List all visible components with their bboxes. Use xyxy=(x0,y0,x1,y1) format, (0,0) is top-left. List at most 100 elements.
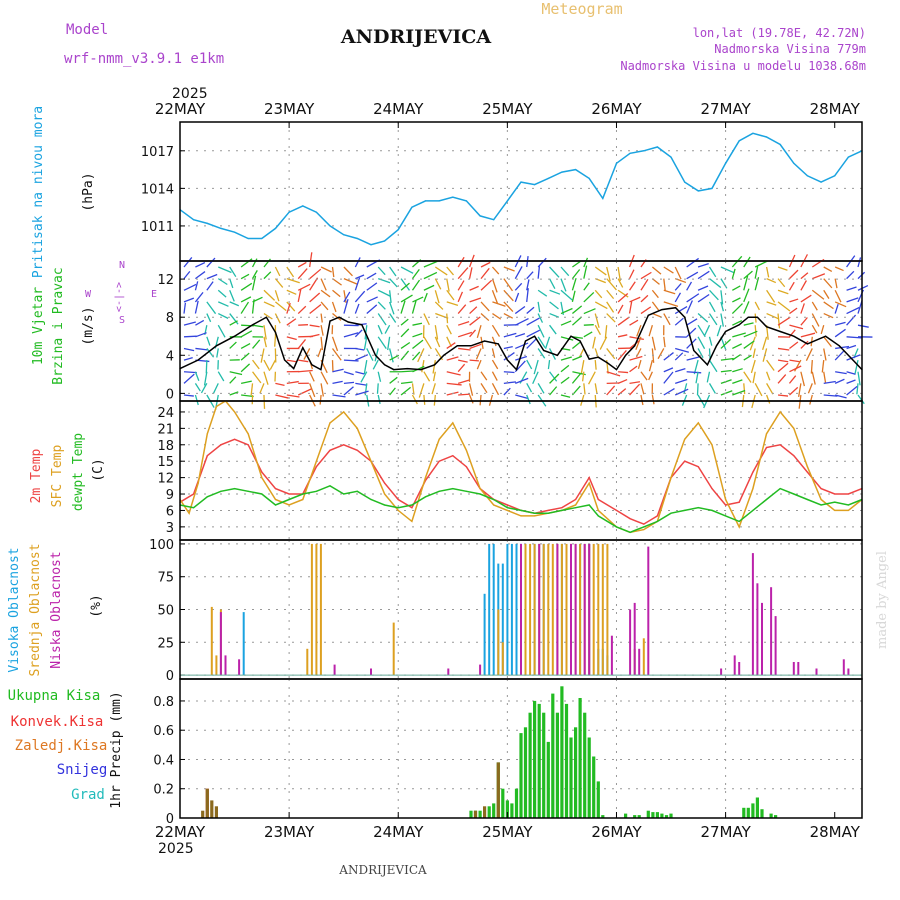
wind-arrow xyxy=(479,394,482,406)
wind-arrow xyxy=(720,357,734,361)
wind-label-2: Brzina i Pravac xyxy=(51,267,66,384)
data-point xyxy=(847,156,850,158)
data-point xyxy=(420,369,422,371)
wind-arrow xyxy=(183,335,197,338)
meteogram-label: Meteogram xyxy=(541,0,622,18)
wind-arrow xyxy=(229,341,237,349)
wind-arrow xyxy=(343,299,349,314)
bar xyxy=(242,612,245,675)
data-point xyxy=(847,493,850,495)
wind-arrow xyxy=(777,301,791,312)
wind-arrow xyxy=(366,282,378,291)
wind-arrow xyxy=(377,324,383,335)
data-point xyxy=(193,219,195,221)
data-point xyxy=(234,335,236,337)
wind-arrow xyxy=(263,258,271,268)
data-point xyxy=(725,330,727,333)
wind-arrow xyxy=(731,303,743,315)
wind-arrow xyxy=(309,277,319,291)
bar xyxy=(496,762,500,818)
wind-arrow xyxy=(708,383,716,394)
data-point xyxy=(834,175,836,177)
wind-arrow xyxy=(617,289,629,298)
data-point xyxy=(234,488,236,490)
wind-arrow xyxy=(731,353,742,361)
wind-arrow xyxy=(811,289,825,300)
wind-arrow xyxy=(618,371,629,374)
wind-arrow xyxy=(526,359,533,370)
data-point xyxy=(302,205,304,207)
wind-arrow xyxy=(434,266,448,276)
wind-arrow xyxy=(309,252,313,268)
wind-arrow xyxy=(777,278,786,288)
wind-arrow xyxy=(629,381,641,385)
wind-arrow xyxy=(766,278,777,284)
wind-arrow xyxy=(274,313,281,324)
wind-arrow xyxy=(374,348,379,362)
bar xyxy=(646,810,650,818)
wind-arrow xyxy=(648,371,653,381)
wind-arrow xyxy=(389,301,395,315)
wind-arrow xyxy=(810,360,813,374)
wind-arrow xyxy=(544,336,551,349)
wind-arrow xyxy=(629,340,640,349)
bar xyxy=(638,648,641,675)
wind-arrow xyxy=(657,348,665,360)
wind-arrow xyxy=(766,383,774,395)
wind-arrow xyxy=(789,298,799,303)
wind-arrow xyxy=(240,282,253,291)
wind-arrow xyxy=(846,314,857,326)
wind-arrow xyxy=(240,363,251,373)
wind-arrow xyxy=(240,352,250,361)
wind-arrow xyxy=(821,360,825,373)
wind-arrow xyxy=(547,360,551,370)
data-point xyxy=(670,156,672,158)
pressure-label: Pritisak na nivou mora xyxy=(31,106,46,278)
wind-arrow xyxy=(400,318,409,326)
bar xyxy=(564,703,569,818)
wind-arrow xyxy=(674,292,682,303)
wind-arrow xyxy=(834,321,846,326)
data-point xyxy=(779,444,781,446)
wind-arrow xyxy=(435,312,449,319)
bar xyxy=(492,543,495,675)
bar xyxy=(523,727,528,818)
data-point xyxy=(247,490,249,492)
data-point xyxy=(779,411,781,413)
wind-arrow xyxy=(183,371,197,374)
wind-arrow xyxy=(286,359,297,363)
wind-arrow xyxy=(640,278,649,291)
wind-arrow xyxy=(560,336,574,341)
wind-arrow xyxy=(332,313,342,321)
y-tick-label: 25 xyxy=(157,636,174,651)
wind-arrow xyxy=(697,336,706,349)
wind-arrow xyxy=(469,306,478,315)
bar xyxy=(629,609,632,676)
wind-arrow xyxy=(297,283,311,291)
data-point xyxy=(752,488,754,490)
data-point xyxy=(547,177,549,179)
wind-panel: 0 4 8 12 xyxy=(157,252,873,410)
wind-arrow xyxy=(412,339,424,349)
wind-arrow xyxy=(640,271,652,280)
data-point xyxy=(738,501,740,503)
wind-arrow xyxy=(606,348,616,360)
wind-arrow xyxy=(788,281,795,291)
bar xyxy=(774,616,777,676)
wind-arrow xyxy=(708,348,711,360)
wind-arrow xyxy=(468,383,474,396)
wind-arrow xyxy=(480,336,484,350)
y-tick-label: 0.8 xyxy=(153,695,174,710)
wind-arrow xyxy=(789,307,798,315)
wind-arrow xyxy=(377,313,387,326)
wind-arrow xyxy=(183,373,195,384)
precip-conv-label: Konvek.Kisa xyxy=(11,714,104,730)
wind-arrow xyxy=(389,387,396,396)
wind-arrow xyxy=(823,301,834,310)
data-point xyxy=(684,460,686,462)
wind-arrow xyxy=(846,371,856,375)
wind-arrow xyxy=(583,265,588,279)
data-point xyxy=(234,438,236,440)
wind-arrow xyxy=(560,376,570,384)
